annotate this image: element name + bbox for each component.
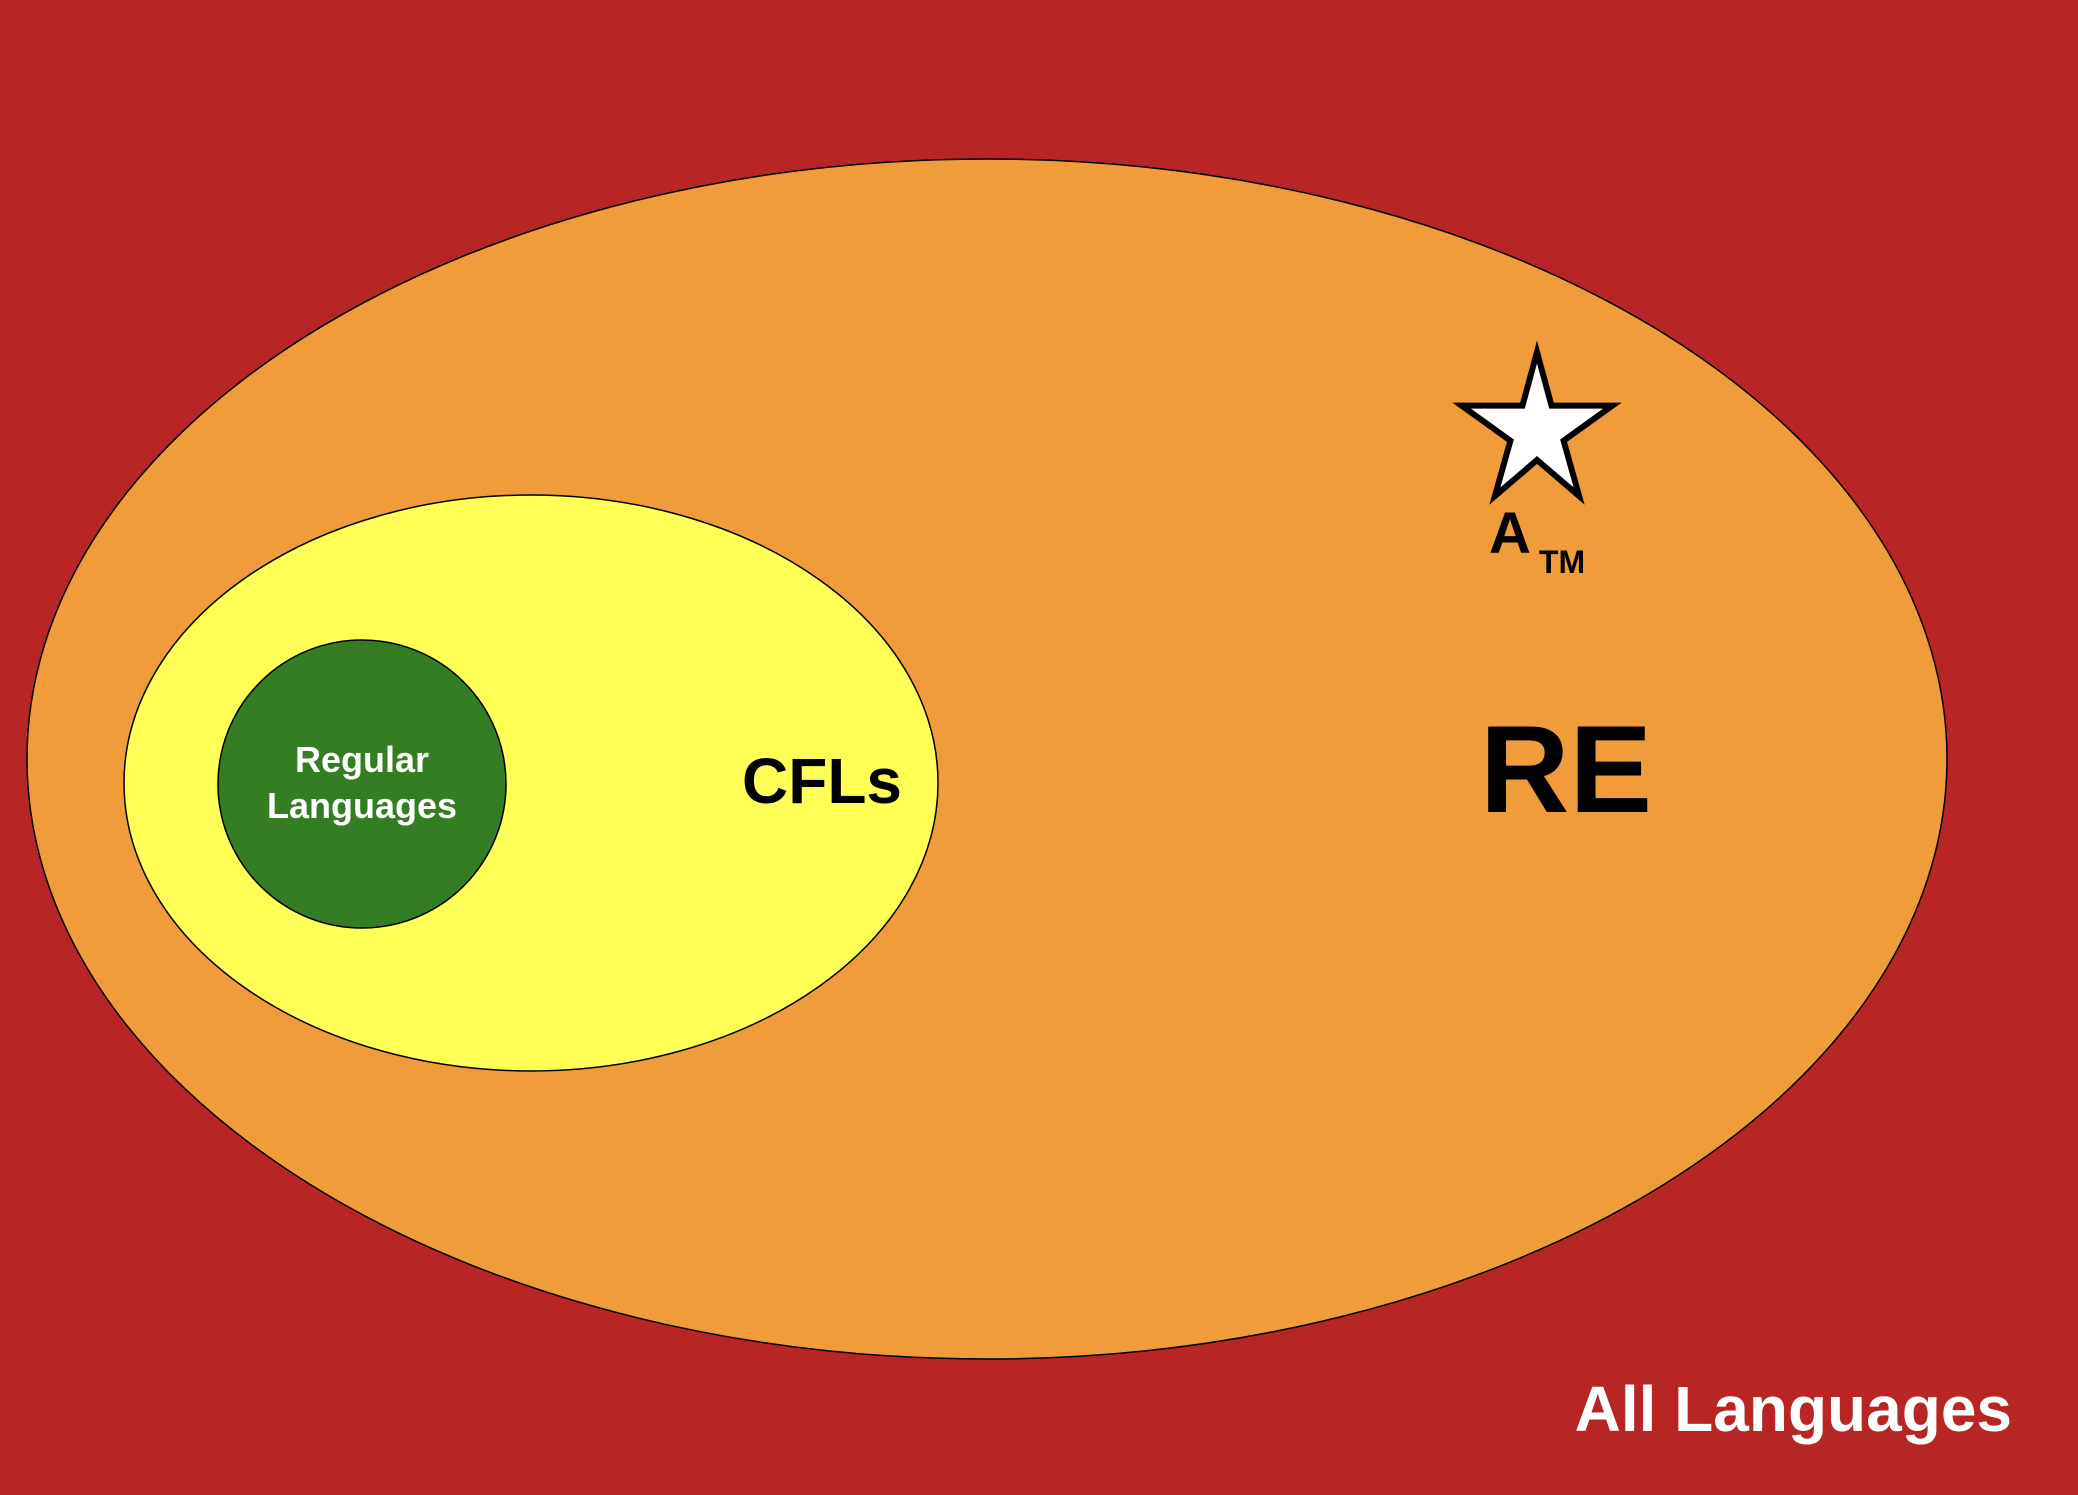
atm-marker: A TM — [1452, 340, 1622, 580]
cfls-label: CFLs — [742, 745, 902, 817]
regular-languages-label-line1: Regular — [295, 739, 429, 780]
atm-label-subscript: TM — [1539, 544, 1585, 580]
all-languages-label: All Languages — [1575, 1373, 2012, 1445]
atm-label-main: A — [1489, 501, 1531, 566]
star-icon — [1452, 340, 1622, 505]
regular-languages-label-line2: Languages — [267, 785, 457, 826]
regular-languages-region — [217, 639, 507, 929]
re-label: RE — [1480, 701, 1652, 839]
cfl-region — [123, 494, 939, 1072]
